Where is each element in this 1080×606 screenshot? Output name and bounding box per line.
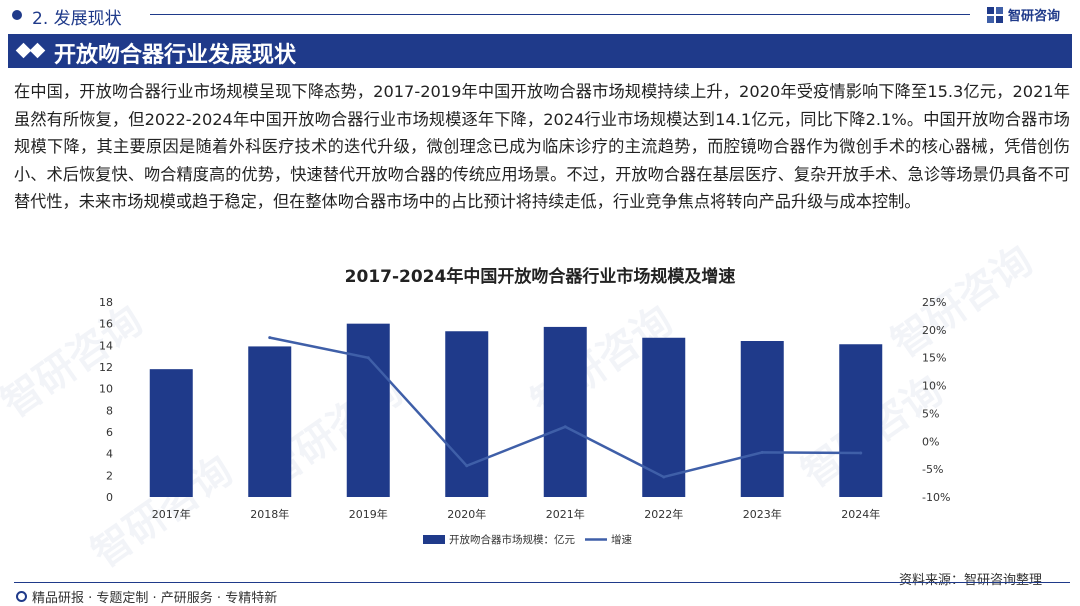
bar-2021年	[543, 326, 587, 497]
legend-bar-swatch	[423, 535, 445, 544]
growth-point-2021年	[563, 425, 567, 429]
bar-2020年	[445, 331, 489, 497]
source-note: 资料来源：智研咨询整理	[898, 573, 1042, 588]
x-tick-label: 2017年	[152, 507, 191, 521]
y-right-tick-label: 5%	[922, 407, 939, 420]
y-right-tick-label: 25%	[922, 296, 946, 309]
x-tick-label: 2019年	[349, 507, 388, 521]
summary-paragraph: 在中国，开放吻合器行业市场规模呈现下降态势，2017-2019年中国开放吻合器市…	[14, 82, 1070, 211]
y-left-tick-label: 4	[106, 448, 113, 461]
footer-divider	[14, 582, 1070, 583]
growth-point-2018年	[268, 336, 272, 340]
y-left-tick-label: 8	[106, 404, 113, 417]
y-left-tick-label: 14	[99, 339, 113, 352]
section-dot-icon	[12, 10, 22, 20]
footer-tagline: 精品研报 · 专题定制 · 产研服务 · 专精特新	[16, 587, 277, 606]
x-tick-label: 2022年	[644, 507, 683, 521]
chart-title: 2017-2024年中国开放吻合器行业市场规模及增速	[344, 267, 736, 287]
y-left-tick-label: 10	[99, 383, 113, 396]
x-tick-label: 2023年	[743, 507, 782, 521]
y-left-tick-label: 18	[99, 296, 113, 309]
bar-2018年	[248, 346, 292, 497]
y-right-tick-label: -5%	[922, 463, 943, 476]
growth-point-2024年	[859, 451, 863, 455]
x-tick-label: 2024年	[841, 507, 880, 521]
title-banner: 开放吻合器行业发展现状	[8, 34, 1072, 68]
logo-text: 智研咨询	[1008, 9, 1061, 24]
y-left-tick-label: 0	[106, 491, 113, 504]
section-title: 2. 发展现状	[32, 9, 122, 29]
growth-point-2020年	[465, 464, 469, 468]
logo: 智研咨询	[986, 5, 1060, 24]
logo-icon	[987, 6, 1003, 23]
y-left-tick-label: 16	[99, 318, 113, 331]
bar-2019年	[346, 323, 390, 497]
bar-2017年	[149, 369, 193, 497]
y-right-tick-label: 0%	[922, 435, 939, 448]
circle-icon	[16, 591, 27, 602]
legend-bar-label: 开放吻合器市场规模：亿元	[449, 533, 575, 546]
y-right-tick-label: -10%	[922, 491, 950, 504]
tagline-text: 精品研报 · 专题定制 · 产研服务 · 专精特新	[32, 591, 278, 606]
growth-point-2023年	[760, 450, 764, 454]
y-left-tick-label: 2	[106, 469, 113, 482]
legend-line-label: 增速	[611, 533, 632, 546]
bar-2023年	[740, 341, 784, 497]
bar-2024年	[839, 344, 883, 497]
page-title: 开放吻合器行业发展现状	[54, 43, 297, 68]
y-right-tick-label: 10%	[922, 380, 946, 393]
y-left-tick-label: 12	[99, 361, 113, 374]
y-right-tick-label: 20%	[922, 324, 946, 337]
growth-point-2022年	[662, 475, 666, 479]
x-tick-label: 2021年	[546, 507, 585, 521]
top-divider	[150, 14, 970, 15]
top-bar: 2. 发展现状 智研咨询	[0, 0, 1080, 30]
x-tick-label: 2018年	[250, 507, 289, 521]
x-tick-label: 2020年	[447, 507, 486, 521]
y-left-tick-label: 6	[106, 426, 113, 439]
growth-point-2019年	[366, 356, 370, 360]
y-right-tick-label: 15%	[922, 352, 946, 365]
diamond-icon	[29, 42, 46, 59]
